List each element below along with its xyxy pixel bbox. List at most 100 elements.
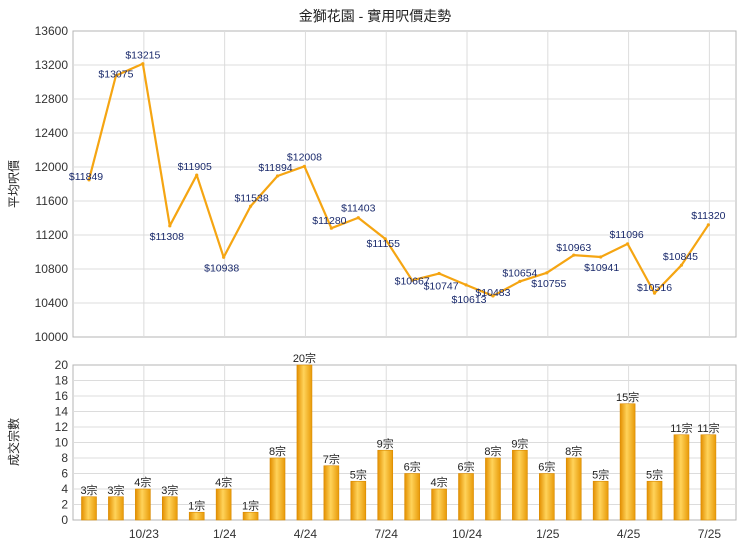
- transaction-bar: [81, 496, 97, 521]
- price-point: [464, 283, 468, 287]
- bar-data-label: 3宗: [161, 483, 178, 497]
- bar-data-label: 9宗: [511, 436, 528, 450]
- transaction-bar: [646, 480, 663, 521]
- transaction-bar: [377, 449, 394, 521]
- transaction-bar: [512, 449, 528, 521]
- price-point: [114, 74, 118, 78]
- x-tick-label: 4/25: [617, 527, 641, 541]
- price-point: [87, 178, 91, 182]
- price-y-tick-label: 10400: [35, 296, 69, 310]
- bar-data-label: 15宗: [616, 390, 639, 404]
- price-y-axis-label: 平均呎價: [7, 160, 21, 208]
- bar-data-label: 8宗: [269, 444, 286, 458]
- bar-data-label: 6宗: [404, 460, 421, 474]
- bar-y-tick-label: 10: [55, 436, 69, 450]
- bar-y-tick-label: 6: [61, 467, 68, 481]
- transaction-bar: [323, 465, 340, 521]
- transaction-bar: [296, 364, 313, 521]
- price-y-tick-label: 10000: [35, 330, 69, 344]
- x-tick-label: 10/23: [129, 527, 159, 541]
- transaction-bar: [431, 488, 447, 521]
- price-data-label: $10941: [584, 262, 619, 274]
- bar-y-tick-label: 12: [55, 420, 69, 434]
- transaction-bar: [215, 488, 232, 521]
- bar-data-label: 5宗: [646, 467, 663, 481]
- price-data-label: $13075: [98, 69, 133, 81]
- bar-data-label: 6宗: [538, 460, 555, 474]
- price-data-label: $10654: [502, 267, 537, 279]
- price-data-label: $11308: [150, 231, 184, 243]
- bar-y-tick-label: 16: [55, 389, 69, 403]
- price-point: [195, 173, 199, 177]
- bar-y-tick-label: 14: [55, 405, 69, 419]
- bar-data-label: 1宗: [242, 498, 259, 512]
- transaction-bar: [673, 434, 690, 521]
- x-tick-label: 4/24: [294, 527, 318, 541]
- price-data-label: $11894: [258, 162, 292, 174]
- price-y-tick-label: 11200: [36, 228, 69, 242]
- price-data-label: $10845: [663, 251, 698, 263]
- bar-data-label: 20宗: [293, 351, 316, 365]
- price-series-line: [87, 62, 710, 298]
- transaction-bar: [135, 488, 151, 521]
- price-point: [141, 62, 145, 66]
- price-data-label: $11849: [69, 171, 103, 183]
- price-y-tick-label: 12800: [35, 92, 69, 106]
- bar-data-label: 6宗: [457, 460, 474, 474]
- price-point: [679, 263, 684, 267]
- bar-data-label: 8宗: [565, 444, 582, 458]
- price-point: [410, 278, 414, 282]
- transaction-bar: [350, 480, 367, 521]
- bar-y-tick-label: 20: [55, 358, 69, 372]
- price-data-label: $10755: [531, 278, 566, 290]
- bar-y-axis-label: 成交宗數: [6, 418, 21, 466]
- price-data-label: $11320: [691, 210, 725, 222]
- x-tick-label: 1/24: [213, 527, 237, 541]
- transaction-bar: [700, 434, 717, 521]
- price-point: [168, 224, 172, 228]
- price-data-label: $10667: [395, 275, 430, 287]
- x-tick-label: 7/25: [698, 527, 722, 541]
- price-point: [518, 279, 522, 284]
- bar-data-label: 3宗: [107, 483, 124, 497]
- transaction-bar: [242, 511, 259, 521]
- price-point: [302, 164, 307, 168]
- price-point: [356, 216, 360, 220]
- price-point: [545, 271, 549, 275]
- bar-data-label: 5宗: [350, 467, 367, 481]
- price-data-label: $10963: [556, 242, 591, 254]
- price-point: [706, 223, 710, 227]
- price-y-tick-label: 12400: [35, 126, 69, 140]
- price-data-label: $10483: [475, 287, 510, 299]
- transaction-bar: [404, 473, 420, 521]
- price-data-label: $10613: [451, 294, 486, 306]
- transaction-bar: [485, 457, 501, 521]
- transaction-bar: [539, 473, 555, 521]
- price-data-label: $10747: [424, 281, 459, 293]
- bar-data-label: 4宗: [215, 475, 232, 489]
- price-point: [222, 255, 226, 259]
- price-line-chart: 平均呎價 10000 10400 10800 11200 11600 12000 12400…: [7, 24, 737, 344]
- bar-data-label: 1宗: [188, 498, 205, 512]
- bar-data-label: 11宗: [670, 421, 692, 435]
- transaction-bar: [458, 473, 474, 521]
- transaction-bar: [619, 403, 636, 521]
- transaction-bar: [188, 511, 205, 521]
- bar-data-label: 7宗: [323, 452, 340, 466]
- x-tick-label: 1/25: [536, 527, 560, 541]
- bar-data-label: 4宗: [431, 475, 448, 489]
- price-data-label: $11538: [234, 192, 268, 204]
- price-data-label: $11280: [312, 215, 346, 227]
- price-data-label: $11096: [609, 229, 643, 241]
- x-tick-label: 7/24: [375, 527, 399, 541]
- price-y-tick-label: 13200: [35, 58, 69, 72]
- price-plot-area: [72, 30, 737, 338]
- price-data-label: $13215: [125, 50, 160, 62]
- price-data-label: $11403: [341, 203, 375, 215]
- bar-y-tick-label: 0: [61, 513, 68, 527]
- bar-y-tick-label: 4: [61, 482, 68, 496]
- chart-title: 金獅花園 - 實用呎價走勢: [299, 8, 451, 24]
